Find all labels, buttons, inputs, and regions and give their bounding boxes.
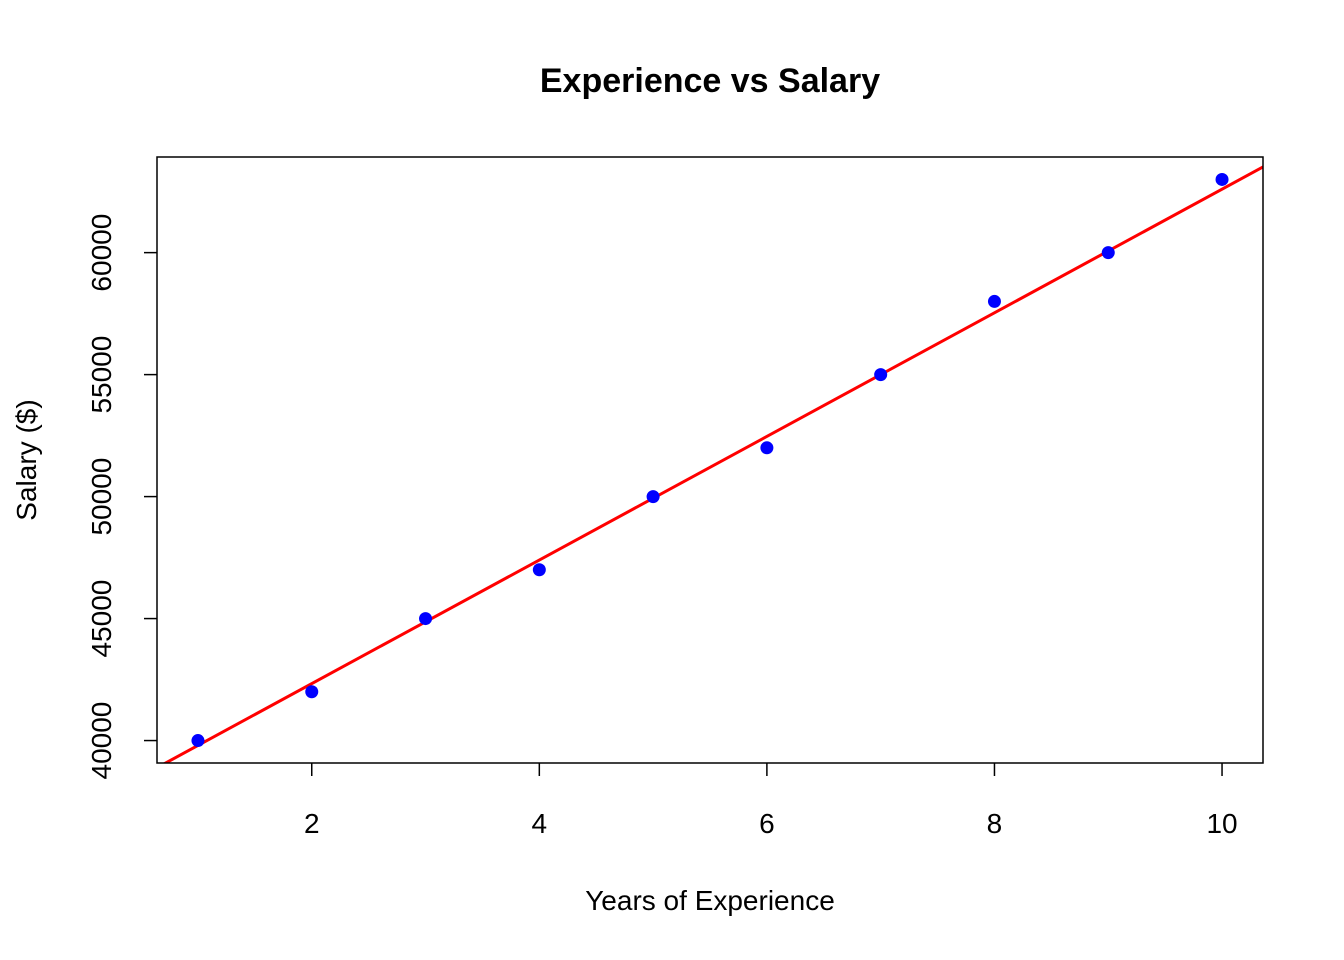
data-point	[419, 612, 433, 626]
y-axis-title: Salary ($)	[11, 399, 42, 520]
data-point	[1101, 246, 1115, 260]
x-tick-label: 4	[532, 808, 548, 839]
x-tick-label: 6	[759, 808, 775, 839]
y-axis: 40000 45000 50000 55000 60000	[86, 214, 157, 780]
data-point	[1215, 172, 1229, 186]
y-tick-label: 40000	[86, 702, 117, 780]
x-tick-label: 8	[987, 808, 1003, 839]
data-point	[646, 490, 660, 504]
data-points	[191, 172, 1229, 748]
data-point	[987, 294, 1001, 308]
data-point	[305, 685, 319, 699]
x-tick-label: 10	[1206, 808, 1237, 839]
y-tick-label: 55000	[86, 336, 117, 414]
x-axis: 2 4 6 8 10	[304, 763, 1238, 839]
plot-frame	[156, 156, 1264, 764]
x-axis-title: Years of Experience	[585, 885, 835, 916]
data-point	[760, 441, 774, 455]
data-point	[532, 563, 546, 577]
y-tick-label: 60000	[86, 214, 117, 292]
data-point	[874, 368, 888, 382]
x-tick-label: 2	[304, 808, 320, 839]
data-point	[191, 734, 205, 748]
regression-line	[162, 165, 1263, 763]
y-tick-label: 50000	[86, 458, 117, 536]
y-tick-label: 45000	[86, 580, 117, 658]
chart-title: Experience vs Salary	[540, 62, 880, 100]
